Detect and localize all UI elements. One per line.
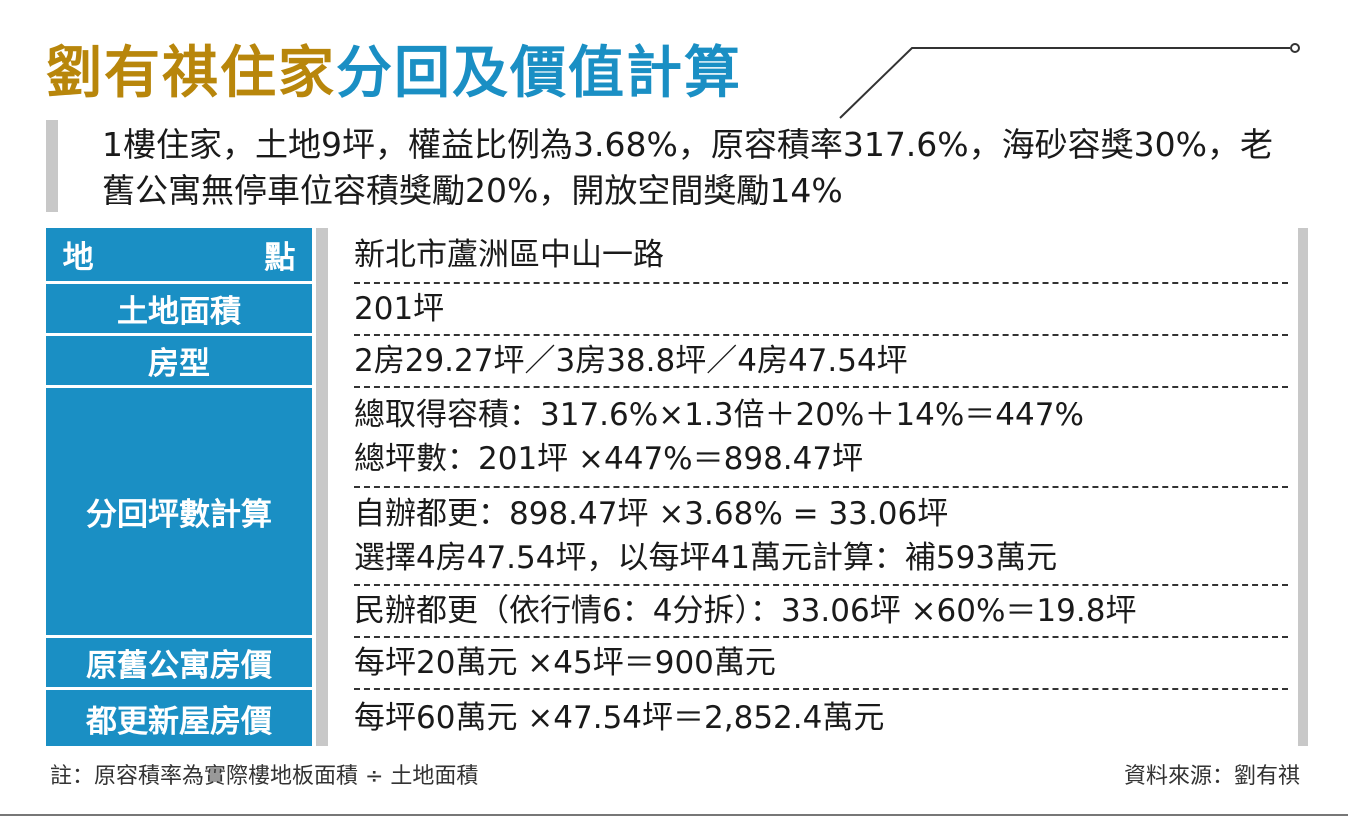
- row-value: 201坪: [354, 284, 1288, 336]
- page-title: 劉有祺住家分回及價值計算: [46, 38, 742, 110]
- row-value: 總取得容積：317.6%×1.3倍＋20%＋14%＝447%: [354, 397, 1084, 433]
- footnote: 註：原容積率為實際樓地板面積 ÷ 土地面積: [50, 764, 479, 789]
- table-right-bar: [1298, 228, 1308, 746]
- row-divider: [316, 336, 328, 388]
- table-row-location: 地 點 新北市蘆洲區中山一路: [46, 228, 1308, 284]
- row-value: 新北市蘆洲區中山一路: [354, 228, 1288, 284]
- table-row-new-price: 都更新屋房價 每坪60萬元 ×47.54坪＝2,852.4萬元: [46, 690, 1308, 746]
- source-credit: 資料來源：劉有祺: [1123, 764, 1300, 789]
- intro-accent-bar: [46, 120, 58, 212]
- row-value: 選擇4房47.54坪，以每坪41萬元計算：補593萬元: [354, 540, 1058, 576]
- table-row-unit-type: 房型 2房29.27坪／3房38.8坪／4房47.54坪: [46, 336, 1308, 388]
- bottom-divider: [0, 814, 1348, 816]
- row-label: 分回坪數計算: [46, 388, 312, 638]
- row-value-group: 總取得容積：317.6%×1.3倍＋20%＋14%＝447% 總坪數：201坪 …: [354, 388, 1288, 488]
- row-divider: [316, 638, 328, 690]
- row-value: 自辦都更：898.47坪 ×3.68% = 33.06坪: [354, 496, 949, 532]
- row-divider: [316, 388, 328, 638]
- row-value: 每坪20萬元 ×45坪＝900萬元: [354, 638, 1288, 690]
- row-value-group: 自辦都更：898.47坪 ×3.68% = 33.06坪 選擇4房47.54坪，…: [354, 488, 1288, 586]
- table-row-land-area: 土地面積 201坪: [46, 284, 1308, 336]
- table-row-allocation: 分回坪數計算 總取得容積：317.6%×1.3倍＋20%＋14%＝447% 總坪…: [46, 388, 1308, 638]
- table-row-old-price: 原舊公寓房價 每坪20萬元 ×45坪＝900萬元: [46, 638, 1308, 690]
- row-label: 原舊公寓房價: [46, 638, 312, 690]
- row-label: 房型: [46, 336, 312, 388]
- row-label: 都更新屋房價: [46, 690, 312, 746]
- info-table: 地 點 新北市蘆洲區中山一路 土地面積 201坪 房型 2房29.27坪／3房3…: [46, 228, 1308, 746]
- intro-text: 1樓住家，土地9坪，權益比例為3.68%，原容積率317.6%，海砂容獎30%，…: [102, 125, 1274, 210]
- row-label: 地 點: [46, 228, 312, 284]
- row-divider: [316, 284, 328, 336]
- row-value: 民辦都更（依行情6：4分拆）：33.06坪 ×60%＝19.8坪: [354, 586, 1288, 638]
- row-divider: [316, 690, 328, 746]
- row-value: 總坪數：201坪 ×447%＝898.47坪: [354, 441, 864, 477]
- row-value: 2房29.27坪／3房38.8坪／4房47.54坪: [354, 336, 1288, 388]
- row-value: 每坪60萬元 ×47.54坪＝2,852.4萬元: [354, 700, 885, 736]
- intro-block: 1樓住家，土地9坪，權益比例為3.68%，原容積率317.6%，海砂容獎30%，…: [46, 120, 1308, 212]
- row-label: 土地面積: [46, 284, 312, 336]
- title-name: 劉有祺住家: [46, 41, 336, 106]
- row-divider: [316, 228, 328, 284]
- title-topic: 分回及價值計算: [336, 41, 742, 106]
